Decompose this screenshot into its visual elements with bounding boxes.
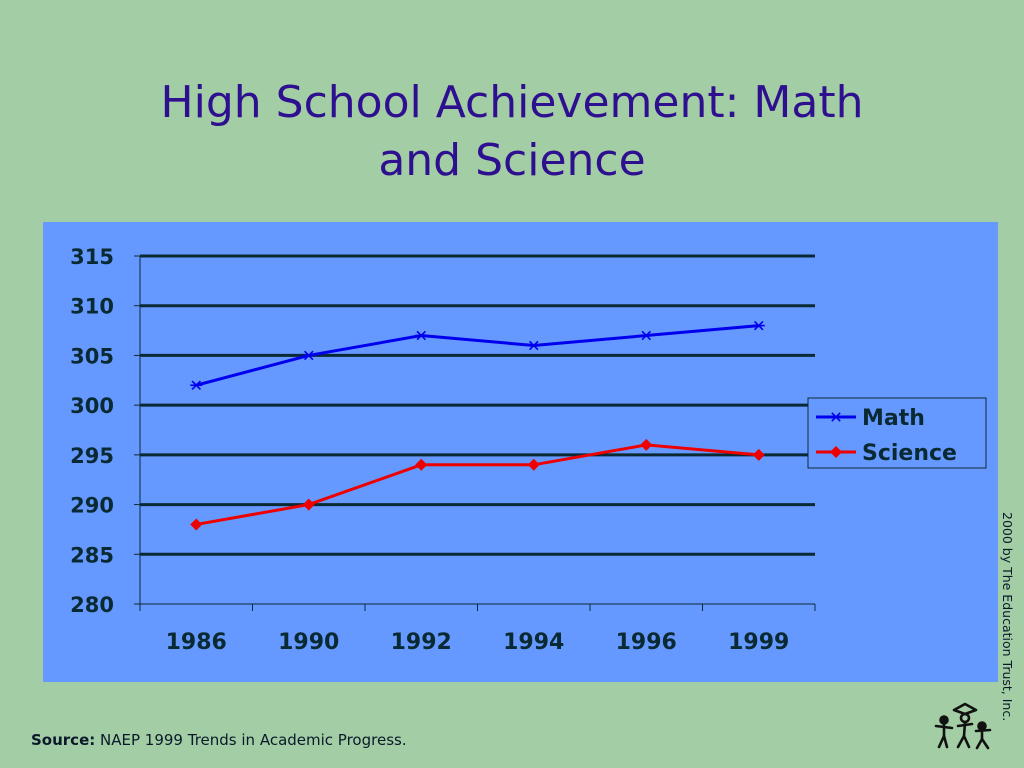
legend-marker-science [830,446,842,458]
math-point [752,320,765,331]
source-line: Source: NAEP 1999 Trends in Academic Pro… [31,731,407,749]
math-point [190,380,203,391]
x-tick-label: 1986 [166,630,227,655]
y-tick-label: 290 [70,494,114,518]
education-trust-logo-icon [934,702,992,750]
source-text: NAEP 1999 Trends in Academic Progress. [100,731,407,749]
legend-box [807,397,987,469]
science-point [752,448,765,461]
science-series-line [195,443,759,526]
copyright-notice: 2000 by The Education Trust, Inc. [1000,512,1015,722]
y-tick-labels: 280 285 290 295 300 305 310 315 [70,245,114,617]
slide-title-line-1: High School Achievement: Math [160,77,864,128]
science-point [415,458,428,471]
slide-title-line-2: and Science [378,135,646,186]
line-chart: 280 285 290 295 300 305 310 315 1986 1990 1992 199… [70,245,987,655]
y-tick-label: 310 [70,295,114,319]
y-tick-label: 285 [70,543,114,567]
axes [134,255,816,611]
y-tick-label: 280 [70,593,114,617]
math-point [640,330,653,341]
legend-label-science: Science [862,441,957,466]
series-lines [190,320,765,531]
x-tick-label: 1996 [616,630,677,655]
math-series-line [195,324,759,387]
math-point [527,340,540,351]
math-point [302,350,315,361]
gridlines [140,254,815,556]
y-tick-label: 315 [70,245,114,269]
x-tick-labels: 1986 1990 1992 1994 1996 1999 [166,630,790,655]
science-point [640,438,653,451]
source-label: Source: [31,731,96,749]
y-tick-label: 305 [70,344,114,368]
legend: Math Science [807,397,987,469]
science-point [302,498,315,511]
science-point [190,518,203,531]
x-tick-label: 1994 [503,630,564,655]
y-tick-label: 295 [70,444,114,468]
x-tick-label: 1999 [728,630,789,655]
legend-marker-math [830,412,842,422]
slide-title: High School Achievement: Math and Scienc… [40,74,984,190]
y-tick-label: 300 [70,394,114,418]
math-point [415,330,428,341]
science-point [527,458,540,471]
x-tick-label: 1992 [391,630,452,655]
chart-panel: 280 285 290 295 300 305 310 315 1986 1990 1992 199… [43,222,998,682]
legend-label-math: Math [862,406,925,431]
x-tick-label: 1990 [278,630,339,655]
